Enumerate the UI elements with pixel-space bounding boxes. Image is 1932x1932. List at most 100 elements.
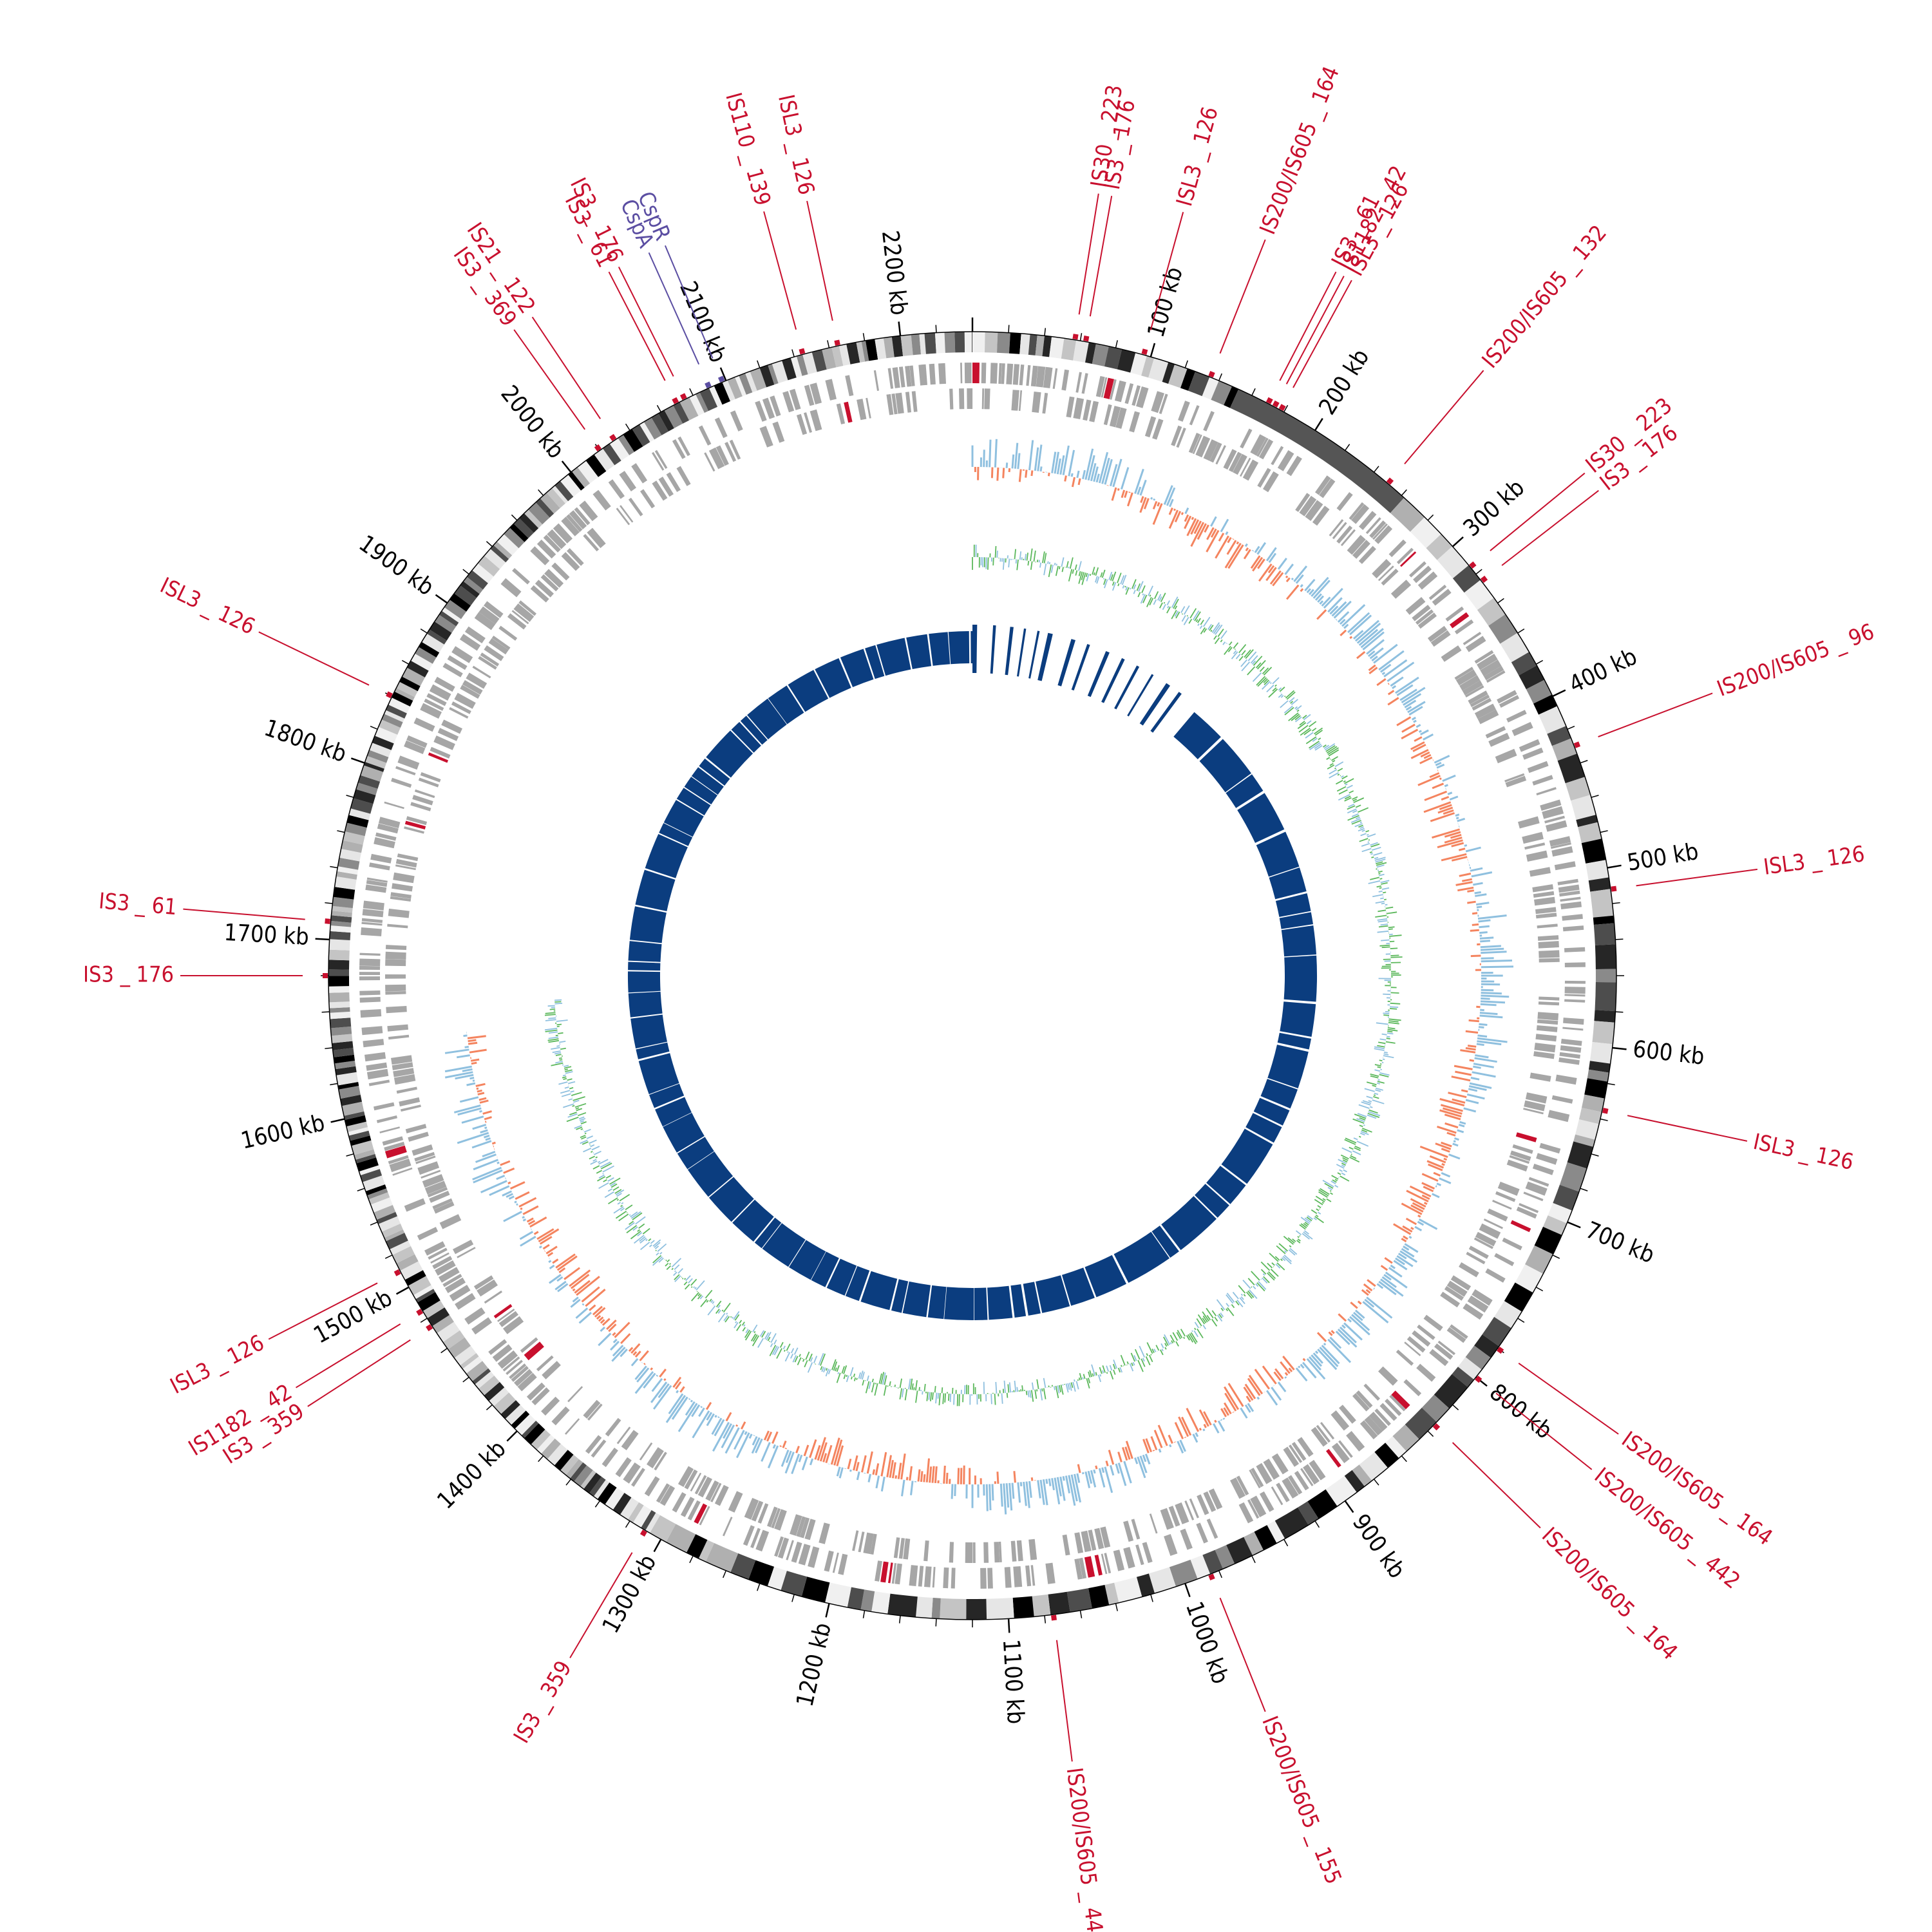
backbone-block: [997, 332, 1010, 354]
gc-content-bar: [801, 1358, 804, 1359]
gc-content-bar: [1043, 1378, 1046, 1388]
gene-block: [449, 707, 469, 719]
gene-block: [359, 952, 381, 956]
is-element-label: IS200/IS605 _ 155: [1256, 1712, 1347, 1888]
reverse-gene-track: [384, 388, 1560, 1564]
gc-content-bar: [1378, 873, 1381, 875]
gc-content-bar: [941, 1387, 943, 1394]
gc-skew-bar: [479, 1110, 482, 1113]
gene-block: [1197, 1494, 1209, 1515]
gc-content-bar: [1211, 622, 1220, 633]
gene-block: [473, 1275, 494, 1290]
gc-content-bar: [580, 1120, 585, 1123]
gc-content-bar: [889, 1381, 891, 1387]
gc-skew-bar: [606, 1320, 617, 1331]
gene-block: [513, 603, 535, 622]
gc-skew-bar: [1339, 618, 1346, 625]
gc-content-bar: [1303, 729, 1312, 735]
backbone-block: [1426, 534, 1453, 560]
gc-content-bar: [1134, 1349, 1141, 1360]
gc-content-bar: [1300, 1223, 1307, 1229]
backbone-block: [696, 392, 709, 413]
backbone-block: [1590, 889, 1614, 918]
gc-content-bar: [1159, 1349, 1164, 1356]
gene-block: [542, 1361, 561, 1379]
gc-skew-bar: [861, 1455, 867, 1473]
gene-block: [1291, 1442, 1307, 1461]
gc-skew-bar: [991, 1484, 994, 1501]
backbone-block: [1169, 1559, 1198, 1587]
gene-block: [1336, 492, 1353, 511]
gene-block: [1001, 363, 1005, 384]
gc-skew-bar: [725, 1412, 732, 1422]
gene-block: [730, 410, 743, 431]
gc-content-bar: [1166, 600, 1170, 606]
gene-block: [543, 535, 561, 553]
gc-content-bar: [1272, 677, 1280, 685]
backbone-block: [709, 386, 723, 407]
gene-block: [981, 388, 985, 410]
gc-content-bar: [625, 1222, 635, 1230]
gc-skew-bar: [650, 1367, 654, 1371]
gc-content-bar: [1239, 1297, 1245, 1305]
is-element-marker: [1083, 336, 1090, 342]
gene-block: [361, 922, 383, 926]
gc-content-bar: [1104, 579, 1108, 589]
gc-skew-bar: [469, 1048, 487, 1054]
gc-skew-bar: [1173, 508, 1176, 511]
gc-skew-bar: [1288, 1367, 1293, 1372]
gc-skew-bar: [1037, 444, 1043, 471]
gc-skew-bar: [620, 1333, 631, 1345]
gc-content-bar: [697, 1293, 701, 1297]
gc-content-bar: [1167, 605, 1170, 609]
minor-tick: [1283, 1539, 1289, 1547]
gc-content-bar: [594, 1150, 601, 1155]
backbone-block: [1019, 333, 1030, 355]
gc-skew-bar: [1451, 1075, 1471, 1082]
gene-block: [1240, 428, 1253, 449]
gene-block: [1465, 636, 1486, 652]
backbone-block: [346, 815, 369, 828]
gc-skew-bar: [856, 1471, 860, 1481]
gene-block: [863, 1532, 874, 1555]
gc-content-bar: [1346, 784, 1353, 789]
minor-tick: [1567, 726, 1575, 730]
gc-content-bar: [744, 1329, 750, 1338]
gc-skew-bar: [1082, 469, 1086, 480]
gene-block: [1115, 407, 1127, 429]
gene-block: [1564, 980, 1586, 984]
gene-block: [511, 610, 529, 625]
minor-tick: [1580, 1188, 1588, 1191]
gene-block: [965, 1542, 972, 1563]
gc-content-bar: [547, 1038, 559, 1041]
gene-block: [684, 1469, 698, 1490]
gc-content-bar: [615, 1189, 625, 1196]
gene-block: [1485, 1268, 1506, 1283]
gene-block: [1277, 450, 1294, 471]
backbone-block: [1578, 1108, 1602, 1124]
gene-block: [1203, 439, 1218, 461]
backbone-block: [1437, 546, 1469, 579]
gc-content-bar: [1267, 1272, 1275, 1281]
gene-block: [959, 388, 965, 410]
coverage-block: [649, 1083, 685, 1108]
backbone-block: [328, 992, 350, 1003]
gc-skew-bar: [880, 1452, 887, 1477]
gc-skew-bar: [1343, 623, 1349, 629]
gc-skew-bar: [1418, 730, 1422, 734]
gene-block: [408, 1132, 429, 1142]
gene-block: [585, 1435, 602, 1454]
gc-skew-bar: [830, 1437, 840, 1465]
backbone-block: [1571, 795, 1596, 820]
gc-skew-bar: [549, 1274, 562, 1284]
gene-block: [1437, 1340, 1455, 1356]
gc-skew-bar: [652, 1385, 672, 1410]
gc-skew-bar: [1224, 1386, 1240, 1410]
gene-block: [418, 777, 439, 788]
backbone-block: [1012, 1596, 1034, 1618]
gc-skew-bar: [611, 1347, 626, 1362]
coverage-block: [1071, 644, 1090, 691]
backbone-block: [856, 341, 866, 363]
gc-content-bar: [1099, 1374, 1102, 1377]
gc-content-bar: [570, 1090, 574, 1093]
